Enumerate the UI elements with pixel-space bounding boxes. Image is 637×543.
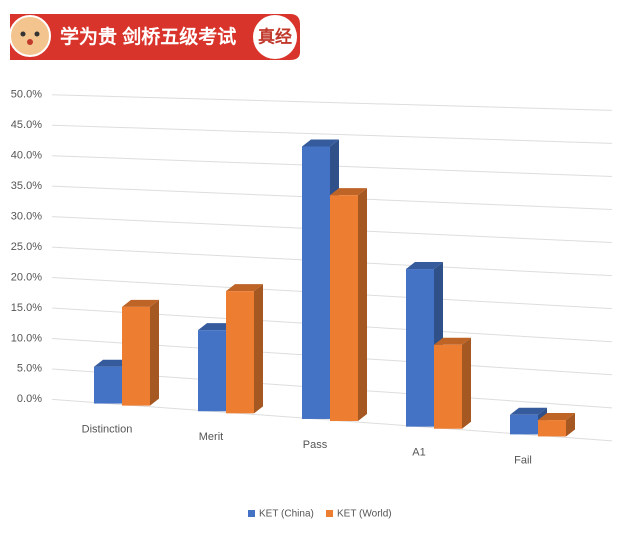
header-banner: 学为贵 剑桥五级考试 真经 [9, 14, 300, 60]
grid-line [51, 124, 613, 144]
bar-top [226, 284, 263, 292]
x-tick-label: Distinction [82, 423, 133, 435]
y-tick-label: 20.0% [11, 271, 42, 283]
bar [226, 291, 254, 414]
y-tick-label: 45.0% [11, 119, 42, 131]
x-tick-label: Fail [514, 454, 532, 466]
bar-top [434, 337, 471, 345]
bar [302, 146, 330, 419]
bar-side [150, 299, 159, 406]
x-tick-label: Merit [199, 431, 223, 443]
grid-line [51, 94, 613, 111]
legend-label: KET (China) [259, 509, 314, 520]
y-tick-label: 5.0% [17, 363, 42, 375]
bar [330, 195, 358, 422]
y-tick-label: 50.0% [11, 89, 42, 101]
bar-top [406, 262, 443, 270]
x-tick-label: A1 [412, 447, 425, 459]
header-badge: 真经 [258, 26, 292, 46]
y-tick-label: 30.0% [11, 210, 42, 222]
bar-side [254, 284, 263, 414]
bar-top [330, 188, 367, 196]
bar-top [302, 139, 339, 147]
bar-side [358, 188, 367, 422]
bar [406, 269, 434, 427]
y-tick-label: 15.0% [11, 302, 42, 314]
bar [198, 330, 226, 412]
bar-side [462, 337, 471, 429]
bar-top [122, 299, 159, 307]
y-tick-label: 25.0% [11, 241, 42, 253]
y-tick-label: 10.0% [11, 332, 42, 344]
bar [122, 306, 150, 406]
bar [510, 414, 538, 435]
y-tick-label: 35.0% [11, 180, 42, 192]
legend-swatch [326, 510, 333, 517]
y-tick-label: 0.0% [17, 393, 42, 405]
bar [94, 366, 122, 404]
x-tick-label: Pass [303, 439, 328, 451]
y-tick-label: 40.0% [11, 150, 42, 162]
bar-side [566, 413, 575, 437]
bar [538, 420, 566, 437]
bar-top [94, 359, 131, 367]
bar-top [510, 407, 547, 415]
legend-label: KET (World) [337, 509, 392, 520]
legend-swatch [248, 510, 255, 517]
bar-top [198, 323, 235, 331]
header-title: 学为贵 剑桥五级考试 [60, 25, 236, 48]
bar [434, 344, 462, 429]
bar-top [538, 413, 575, 421]
